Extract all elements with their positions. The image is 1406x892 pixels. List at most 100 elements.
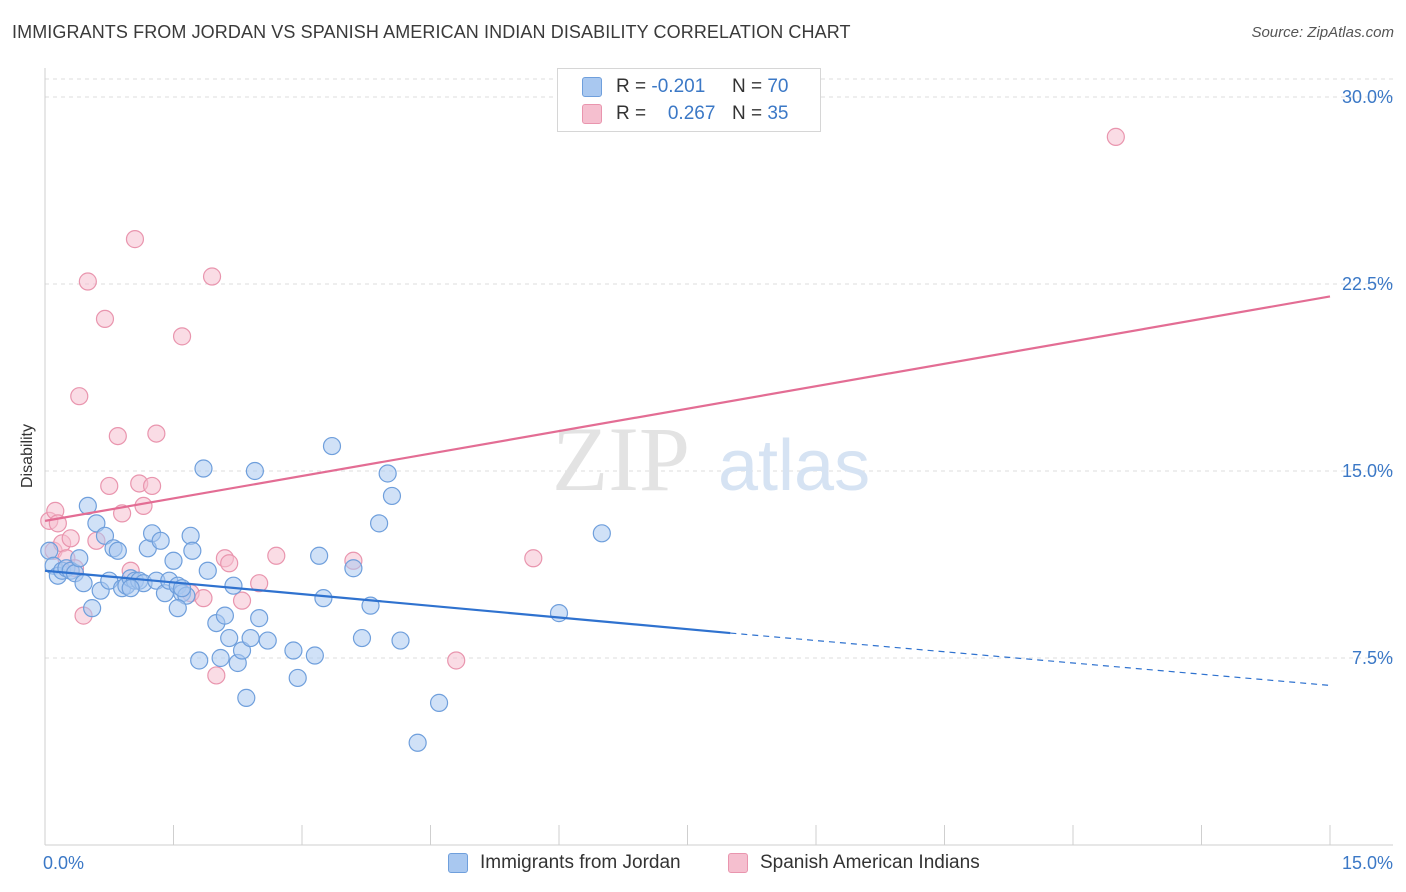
legend: R = -0.201 N = 70 R = 0.267 N = 35 [557, 68, 821, 132]
data-point-jordan [151, 531, 170, 550]
data-point-jordan [183, 541, 202, 560]
data-point-jordan [391, 631, 410, 650]
chart-title: IMMIGRANTS FROM JORDAN VS SPANISH AMERIC… [12, 22, 851, 42]
y-tick-label: 15.0% [1342, 461, 1393, 481]
bottom-legend-jordan: Immigrants from Jordan [448, 852, 681, 874]
data-point-jordan [181, 526, 200, 545]
y-tick-label: 22.5% [1342, 274, 1393, 294]
data-point-jordan [87, 514, 106, 533]
legend-n-label: N = [731, 103, 763, 124]
bottom-legend-label-sai: Spanish American Indians [760, 852, 980, 873]
data-point-jordan [250, 609, 269, 628]
data-point-sai [220, 554, 239, 573]
data-point-jordan [164, 551, 183, 570]
data-point-jordan [83, 599, 102, 618]
data-point-sai [61, 529, 80, 548]
bottom-legend-label-jordan: Immigrants from Jordan [480, 852, 681, 873]
legend-swatch-jordan [582, 77, 602, 97]
data-point-jordan [305, 646, 324, 665]
trend-line-jordan-extrapolated [730, 632, 1331, 687]
data-point-jordan [232, 641, 252, 660]
data-point-jordan [352, 628, 372, 648]
data-point-jordan [314, 589, 333, 608]
data-point-sai [70, 387, 89, 406]
data-point-jordan [245, 461, 264, 481]
data-point-sai [100, 476, 119, 496]
data-point-jordan [108, 541, 127, 560]
series-spanish-american-indians [40, 127, 1125, 685]
data-point-jordan [322, 436, 342, 456]
axes [44, 68, 1393, 846]
y-tick-label: 30.0% [1342, 87, 1393, 107]
data-point-sai [1106, 127, 1125, 146]
data-point-sai [194, 589, 213, 608]
data-point-jordan [168, 599, 187, 618]
bottom-legend-sai: Spanish American Indians [728, 852, 980, 874]
data-point-jordan [198, 561, 217, 580]
data-point-jordan [288, 668, 307, 688]
legend-n-value: 70 [767, 76, 789, 97]
data-point-sai [108, 426, 127, 446]
data-point-jordan [237, 688, 256, 707]
data-point-jordan [220, 628, 239, 648]
data-point-jordan [74, 574, 93, 593]
data-point-jordan [215, 606, 234, 625]
data-point-jordan [211, 648, 230, 668]
data-point-sai [207, 666, 226, 685]
legend-r-label: R = [616, 103, 647, 124]
y-tick-label: 7.5% [1352, 648, 1393, 668]
data-point-jordan [310, 546, 329, 565]
data-point-sai [267, 546, 286, 565]
data-point-jordan [40, 541, 59, 560]
trend-line-sai [44, 295, 1331, 522]
trend-line-jordan [44, 569, 731, 635]
legend-row-sai: R = 0.267 N = 35 [582, 101, 788, 127]
data-point-jordan [378, 464, 397, 483]
series-immigrants-from-jordan [40, 436, 611, 752]
data-point-sai [202, 267, 222, 286]
data-point-sai [447, 651, 466, 670]
data-point-jordan [429, 693, 449, 712]
legend-n-label: N = [731, 76, 763, 97]
data-point-sai [250, 574, 269, 593]
data-point-jordan [382, 486, 402, 506]
legend-r-label: R = [616, 76, 647, 97]
data-point-jordan [592, 524, 611, 543]
x-ticks [44, 825, 1331, 845]
legend-r-value: -0.201 [651, 76, 706, 97]
data-point-jordan [408, 733, 427, 752]
x-tick-labels: 0.0% 15.0% [43, 853, 1393, 873]
data-point-jordan [121, 579, 140, 598]
data-point-sai [134, 496, 153, 516]
chart-source: Source: ZipAtlas.com [1251, 24, 1394, 41]
legend-n-value: 35 [767, 103, 789, 124]
data-point-sai [78, 272, 97, 291]
watermark-atlas: atlas [718, 426, 870, 506]
data-point-jordan [344, 559, 363, 578]
data-point-jordan [70, 549, 89, 568]
data-point-jordan [241, 628, 260, 648]
bottom-legend-swatch-jordan [448, 853, 468, 873]
grid-lines [45, 78, 1393, 659]
x-tick-label: 15.0% [1342, 853, 1393, 873]
data-point-sai [172, 327, 192, 346]
data-point-jordan [258, 631, 277, 650]
data-point-sai [524, 549, 543, 568]
data-point-jordan [194, 459, 213, 478]
data-point-jordan [190, 651, 209, 670]
y-tick-labels: 7.5% 15.0% 22.5% 30.0% [1342, 87, 1393, 668]
x-tick-label: 0.0% [43, 853, 84, 873]
watermark-zip: ZIP [552, 408, 690, 510]
y-axis-label: Disability [19, 423, 36, 489]
data-point-jordan [284, 641, 303, 660]
data-point-sai [95, 309, 115, 329]
trend-lines [44, 295, 1331, 687]
data-point-jordan [370, 514, 389, 533]
bottom-legend-swatch-sai [728, 853, 748, 873]
watermark: ZIP atlas [552, 408, 870, 510]
data-point-sai [142, 476, 162, 496]
data-point-jordan [95, 526, 115, 545]
legend-row-jordan: R = -0.201 N = 70 [582, 74, 788, 100]
data-point-sai [125, 230, 145, 249]
